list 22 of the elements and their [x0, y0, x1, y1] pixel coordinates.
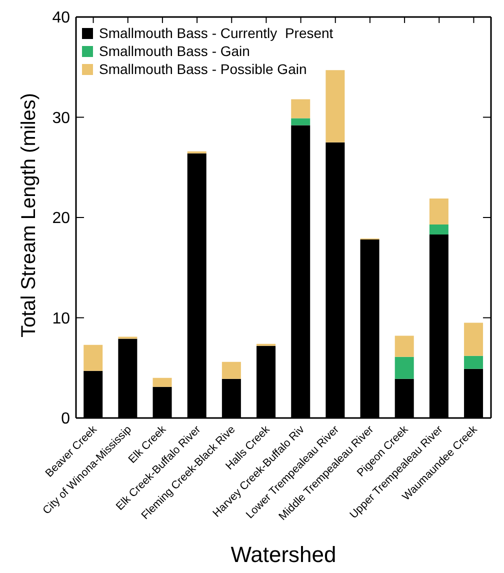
y-tick-label: 30: [52, 110, 70, 127]
bar: [291, 118, 310, 126]
bar: [429, 224, 448, 235]
legend-label: Smallmouth Bass - Currently Present: [99, 24, 334, 42]
bar: [291, 99, 310, 118]
bar: [394, 356, 414, 379]
y-tick-label: 10: [52, 310, 70, 328]
bar: [394, 336, 414, 357]
bar: [152, 378, 172, 387]
legend-label: Smallmouth Bass - Gain: [99, 42, 250, 60]
bar: [222, 362, 241, 379]
bar: [464, 322, 484, 356]
y-tick-label: 20: [52, 210, 70, 228]
bar: [84, 344, 103, 371]
bar: [326, 70, 345, 142]
bar: [464, 356, 484, 369]
y-tick-label: 40: [52, 10, 70, 27]
y-axis-title: Total Stream Length (miles): [18, 92, 40, 338]
y-tick-label: 0: [61, 410, 70, 428]
legend-label: Smallmouth Bass - Possible Gain: [99, 60, 307, 78]
bar: [429, 198, 448, 225]
x-axis-title: Watershed: [230, 542, 336, 567]
